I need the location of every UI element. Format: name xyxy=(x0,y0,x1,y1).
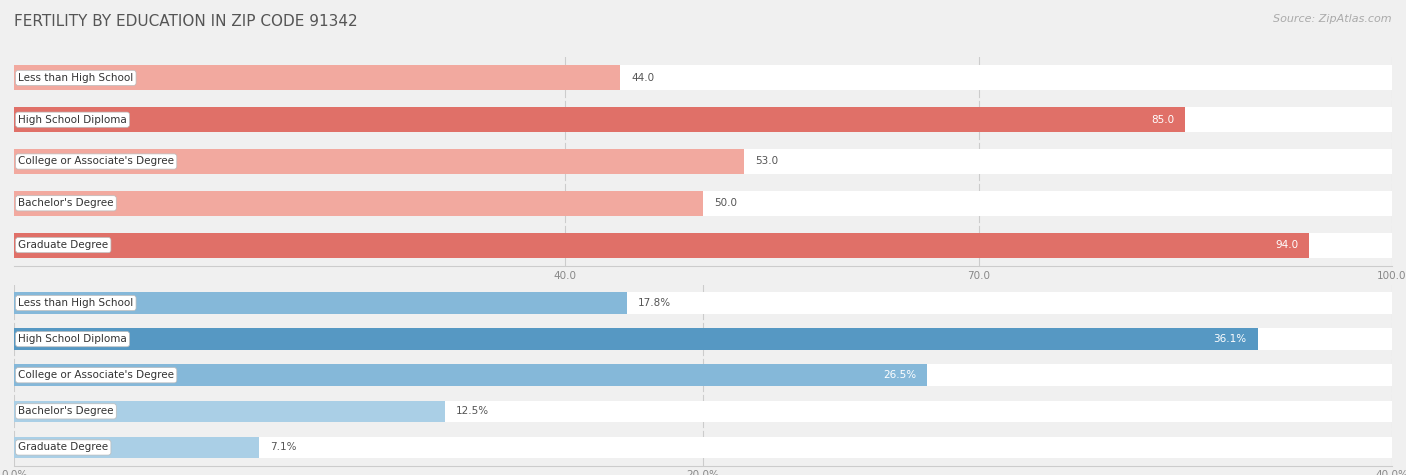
Bar xyxy=(14,364,927,386)
Bar xyxy=(14,364,1392,386)
Bar xyxy=(14,328,1392,350)
Bar xyxy=(14,191,1392,216)
Text: 94.0: 94.0 xyxy=(1275,240,1298,250)
Bar xyxy=(14,149,744,174)
Bar xyxy=(14,400,1392,422)
Bar xyxy=(14,328,1257,350)
Text: 85.0: 85.0 xyxy=(1152,114,1174,125)
Bar xyxy=(14,149,1392,174)
Bar xyxy=(14,107,1392,132)
Bar xyxy=(14,107,1185,132)
Text: 36.1%: 36.1% xyxy=(1213,334,1247,344)
Text: High School Diploma: High School Diploma xyxy=(18,114,127,125)
Text: Graduate Degree: Graduate Degree xyxy=(18,442,108,453)
Text: Bachelor's Degree: Bachelor's Degree xyxy=(18,406,114,417)
Text: High School Diploma: High School Diploma xyxy=(18,334,127,344)
Text: Bachelor's Degree: Bachelor's Degree xyxy=(18,198,114,209)
Bar xyxy=(14,437,259,458)
Text: FERTILITY BY EDUCATION IN ZIP CODE 91342: FERTILITY BY EDUCATION IN ZIP CODE 91342 xyxy=(14,14,357,29)
Text: Less than High School: Less than High School xyxy=(18,73,134,83)
Bar xyxy=(14,400,444,422)
Bar xyxy=(14,66,1392,90)
Bar xyxy=(14,292,1392,314)
Text: 44.0: 44.0 xyxy=(631,73,654,83)
Bar xyxy=(14,437,1392,458)
Text: Source: ZipAtlas.com: Source: ZipAtlas.com xyxy=(1274,14,1392,24)
Bar xyxy=(14,233,1309,257)
Text: Graduate Degree: Graduate Degree xyxy=(18,240,108,250)
Text: 17.8%: 17.8% xyxy=(638,298,671,308)
Bar xyxy=(14,191,703,216)
Text: 26.5%: 26.5% xyxy=(883,370,915,380)
Text: 53.0: 53.0 xyxy=(755,156,779,167)
Text: 50.0: 50.0 xyxy=(714,198,737,209)
Text: College or Associate's Degree: College or Associate's Degree xyxy=(18,156,174,167)
Text: 12.5%: 12.5% xyxy=(456,406,489,417)
Text: Less than High School: Less than High School xyxy=(18,298,134,308)
Text: College or Associate's Degree: College or Associate's Degree xyxy=(18,370,174,380)
Bar xyxy=(14,66,620,90)
Text: 7.1%: 7.1% xyxy=(270,442,297,453)
Bar xyxy=(14,233,1392,257)
Bar xyxy=(14,292,627,314)
